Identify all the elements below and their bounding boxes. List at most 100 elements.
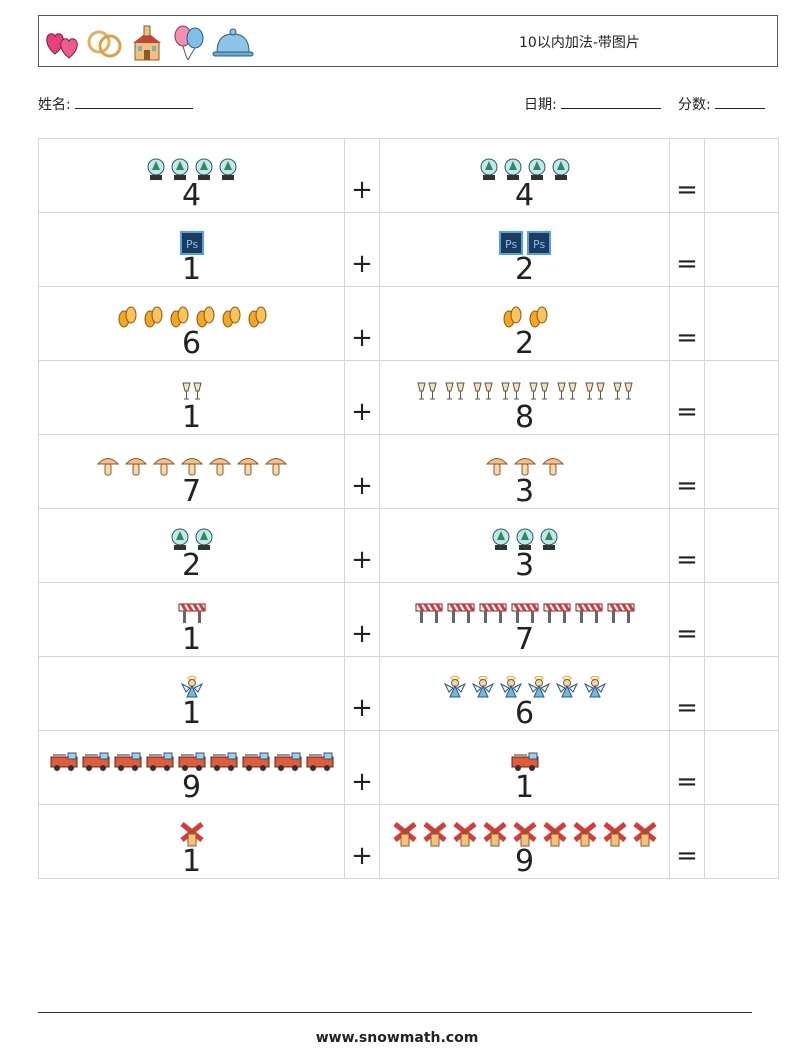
picture-group [380, 149, 669, 181]
problem-row: 2 +3 = [38, 508, 779, 583]
addend-b-number: 8 [514, 400, 535, 435]
addend-a-cell: 9 [38, 730, 345, 805]
picture-group [380, 445, 669, 477]
plus-cell: + [344, 656, 380, 731]
addend-b-cell: 8 [379, 360, 670, 435]
addend-b-number: 9 [514, 844, 535, 879]
equals-sign: = [676, 767, 698, 797]
picture-group [39, 741, 344, 773]
plus-cell: + [344, 804, 380, 879]
toast-glasses-icon [611, 379, 635, 403]
snow-globe-icon [551, 157, 571, 181]
addend-b-number: 7 [514, 622, 535, 657]
addend-a-cell: 6 [38, 286, 345, 361]
answer-cell[interactable] [704, 138, 779, 213]
mushroom-icon [264, 453, 288, 477]
snow-globe-icon [491, 527, 511, 551]
picture-group: Ps [39, 223, 344, 255]
addend-a-number: 2 [181, 548, 202, 583]
addend-b-cell: Ps Ps 2 [379, 212, 670, 287]
ps-icon: Ps [179, 231, 204, 255]
snow-globe-icon [194, 527, 214, 551]
name-field: 姓名: [38, 94, 194, 114]
addend-b-number: 3 [514, 548, 535, 583]
toast-glasses-icon [443, 379, 467, 403]
mushroom-icon [485, 453, 509, 477]
name-line [75, 94, 194, 109]
problem-row: 1 +9 = [38, 804, 779, 879]
date-line [561, 94, 662, 109]
answer-cell[interactable] [704, 434, 779, 509]
answer-cell[interactable] [704, 286, 779, 361]
answer-cell[interactable] [704, 212, 779, 287]
picture-group [39, 593, 344, 625]
road-barrier-icon [543, 601, 571, 625]
picture-group: Ps Ps [380, 223, 669, 255]
picture-group [380, 519, 669, 551]
addend-b-cell: 3 [379, 508, 670, 583]
answer-cell[interactable] [704, 730, 779, 805]
svg-text:Ps: Ps [533, 238, 545, 251]
flip-flops-icon [220, 305, 242, 329]
plus-cell: + [344, 434, 380, 509]
score-label: 分数: [678, 97, 711, 113]
equals-cell: = [669, 804, 705, 879]
picture-group [39, 371, 344, 403]
addend-b-cell: 3 [379, 434, 670, 509]
plus-sign: + [351, 841, 373, 871]
snow-globe-icon [218, 157, 238, 181]
answer-cell[interactable] [704, 360, 779, 435]
addend-a-number: 7 [181, 474, 202, 509]
road-barrier-icon [178, 601, 206, 625]
answer-cell[interactable] [704, 804, 779, 879]
addend-a-cell: 7 [38, 434, 345, 509]
picture-group [380, 741, 669, 773]
angel-icon [471, 675, 495, 699]
addend-b-cell: 7 [379, 582, 670, 657]
angel-icon [180, 675, 204, 699]
equals-cell: = [669, 656, 705, 731]
plus-sign: + [351, 323, 373, 353]
angel-icon [583, 675, 607, 699]
addend-b-number: 2 [514, 252, 535, 287]
addend-b-cell: 4 [379, 138, 670, 213]
name-label: 姓名: [38, 97, 71, 113]
addend-a-number: 6 [181, 326, 202, 361]
windmill-icon [602, 821, 628, 847]
snow-globe-icon [170, 157, 190, 181]
mushroom-icon [152, 453, 176, 477]
plus-sign: + [351, 397, 373, 427]
addend-a-cell: 2 [38, 508, 345, 583]
fire-truck-icon [274, 751, 302, 773]
windmill-icon [542, 821, 568, 847]
windmill-icon [422, 821, 448, 847]
plus-sign: + [351, 693, 373, 723]
fire-truck-icon [146, 751, 174, 773]
angel-icon [499, 675, 523, 699]
answer-cell[interactable] [704, 508, 779, 583]
toast-glasses-icon [583, 379, 607, 403]
answer-cell[interactable] [704, 582, 779, 657]
addend-b-number: 3 [514, 474, 535, 509]
equals-cell: = [669, 434, 705, 509]
equals-cell: = [669, 508, 705, 583]
mushroom-icon [180, 453, 204, 477]
windmill-icon [392, 821, 418, 847]
answer-cell[interactable] [704, 656, 779, 731]
equals-cell: = [669, 582, 705, 657]
plus-sign: + [351, 545, 373, 575]
angel-icon [555, 675, 579, 699]
plus-sign: + [351, 619, 373, 649]
problem-row: 9 +1 = [38, 730, 779, 805]
problem-row: 7 +3 = [38, 434, 779, 509]
equals-cell: = [669, 138, 705, 213]
toast-glasses-icon [471, 379, 495, 403]
windmill-icon [179, 821, 205, 847]
fire-truck-icon [114, 751, 142, 773]
flip-flops-icon [142, 305, 164, 329]
windmill-icon [512, 821, 538, 847]
equals-cell: = [669, 286, 705, 361]
plus-sign: + [351, 175, 373, 205]
addend-b-cell: 2 [379, 286, 670, 361]
plus-cell: + [344, 212, 380, 287]
